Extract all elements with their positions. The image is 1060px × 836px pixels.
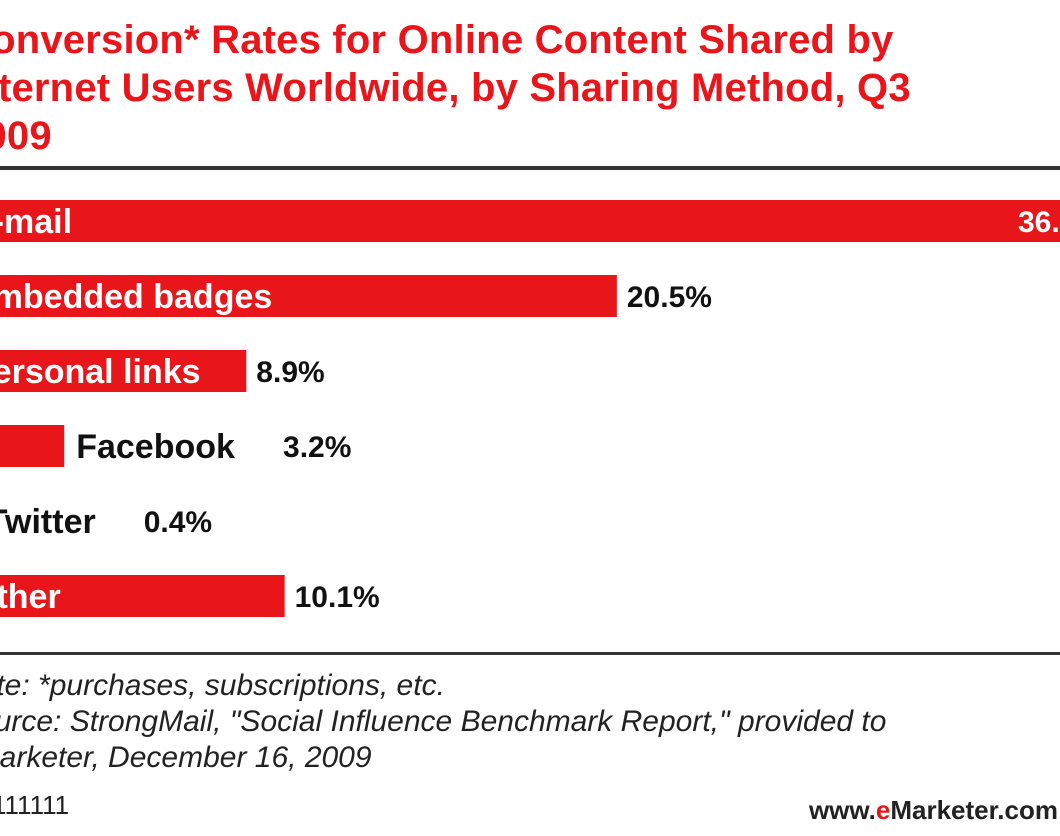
category-label: Facebook [76, 428, 235, 466]
title-line-3: 2009 [0, 114, 52, 158]
figure-number: 111111 [0, 790, 70, 820]
bar-other [0, 575, 285, 617]
bar-facebook [0, 425, 65, 467]
category-label: Personal links [0, 353, 201, 391]
brand-prefix: www. [808, 795, 876, 825]
chart-notes: Note: *purchases, subscriptions, etc. So… [0, 668, 1060, 776]
top-rule [0, 166, 1060, 170]
value-label: 36.0% [1018, 206, 1060, 239]
chart-title: Conversion* Rates for Online Content Sha… [0, 16, 1042, 160]
bar-e-mail [0, 200, 1060, 242]
brand-e: e [875, 795, 891, 825]
value-label: 3.2% [283, 431, 351, 464]
note-text: Note: *purchases, subscriptions, etc. [0, 669, 445, 702]
source-line-2: eMarketer, December 16, 2009 [0, 741, 372, 774]
value-label: 0.4% [144, 506, 212, 539]
category-label: Other [0, 578, 61, 616]
source-line-1: Source: StrongMail, "Social Influence Be… [0, 705, 887, 738]
value-label: 8.9% [256, 356, 324, 389]
brand-rest: Marketer.com [890, 795, 1058, 825]
category-label: Twitter [0, 503, 96, 541]
title-line-1: Conversion* Rates for Online Content Sha… [0, 18, 894, 62]
bar-embedded-badges [0, 275, 617, 317]
category-label: Embedded badges [0, 278, 272, 316]
bar-personal-links [0, 350, 247, 392]
category-label: E-mail [0, 203, 72, 241]
bar-chart: E-mail 36.0% Embedded badges 20.5% Personal … [0, 200, 1060, 617]
value-label: 10.1% [295, 581, 380, 614]
value-label: 20.5% [627, 281, 712, 314]
title-line-2: Internet Users Worldwide, by Sharing Met… [0, 66, 911, 110]
bottom-rule [0, 652, 1060, 655]
brand-url: www.eMarketer.com [809, 795, 1058, 826]
